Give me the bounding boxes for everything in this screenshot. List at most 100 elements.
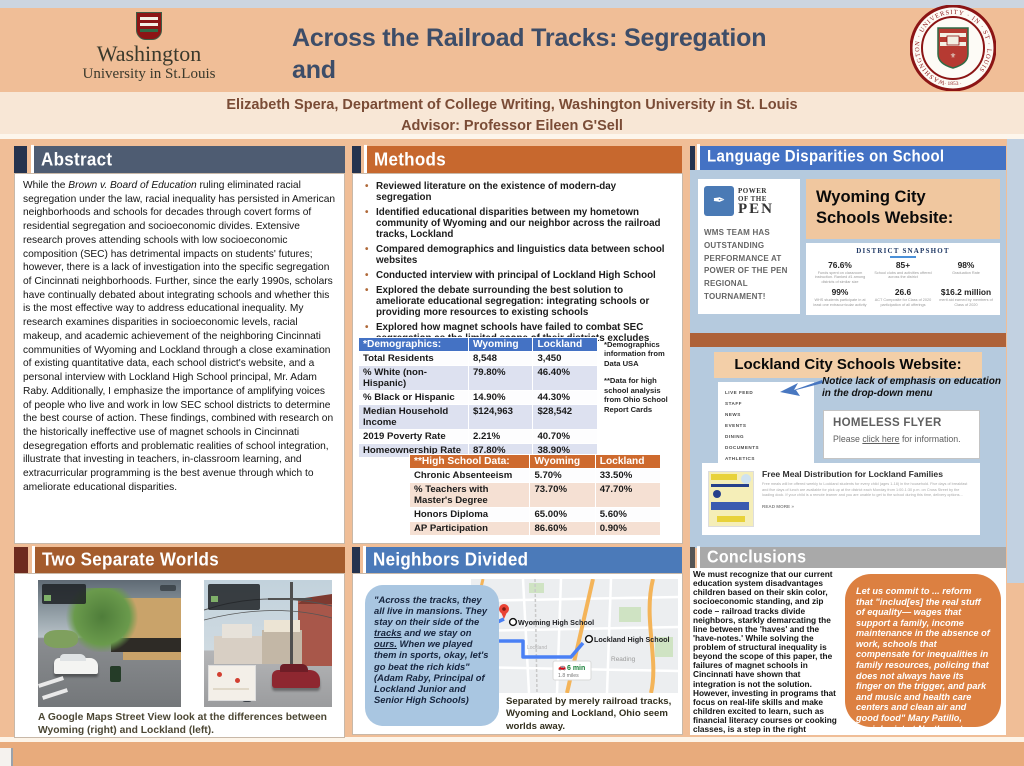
logo-wordmark-2: University in St.Louis xyxy=(82,66,216,82)
menu-item-documents[interactable]: DOCUMENTS xyxy=(725,445,760,450)
wyoming-website-heading-block: Wyoming City Schools Website: xyxy=(806,179,1000,239)
neighbors-body-card: 4 Wyoming High School Lockland High Scho… xyxy=(352,573,683,735)
lockland-website-heading: Lockland City Schools Website: xyxy=(734,356,962,373)
university-shield-icon xyxy=(136,12,162,40)
case-name-italic: Brown v. Board of Education xyxy=(68,180,197,191)
table-row: Median Household Income $124,963 $28,542 xyxy=(358,404,598,430)
snapshot-stat: 98% Graduation Rate xyxy=(952,259,980,275)
pen-logo-text1: POWER xyxy=(738,186,767,195)
note-demographics: *Demographics information from Data USA xyxy=(604,340,665,368)
table-row: AP Participation 86.60% 0.90% xyxy=(408,521,662,536)
table-row: Honors Diploma 65.00% 5.60% xyxy=(408,507,662,522)
flyer-click-here-link[interactable]: click here xyxy=(862,434,900,444)
highschool-table: **High School Data: Wyoming Lockland Chr… xyxy=(408,454,662,536)
neighbors-header: Neighbors Divided xyxy=(363,545,682,575)
svg-text:⚜: ⚜ xyxy=(950,52,956,60)
neighbors-caption: Separated by merely railroad tracks, Wyo… xyxy=(506,696,672,732)
menu-item-events[interactable]: EVENTS xyxy=(725,423,747,428)
arrow-icon xyxy=(780,380,823,396)
power-of-the-pen-icon: ✒ xyxy=(704,186,734,216)
wyoming-website-heading: Wyoming City Schools Website: xyxy=(816,188,954,228)
methods-body-card: Reviewed literature on the existence of … xyxy=(352,173,683,544)
map-inset xyxy=(208,665,256,701)
twoworlds-heading-label: Two Separate Worlds xyxy=(32,545,219,575)
conclusions-body-card: We must recognize that our current educa… xyxy=(690,568,1006,735)
route-time-box: 🚗 6 min 1.8 miles xyxy=(552,660,592,681)
streetview-label xyxy=(208,584,260,610)
homeless-flyer-title: HOMELESS FLYER xyxy=(833,417,942,429)
byline-advisor: Advisor: Professor Eileen G'Sell xyxy=(401,118,623,134)
conclusions-header: Conclusions xyxy=(697,546,1006,569)
map-label-reading: Reading xyxy=(611,656,636,663)
university-logo: Washington University in St.Louis xyxy=(44,12,254,90)
note-highschool: **Data for high school analysis from Ohi… xyxy=(604,376,668,414)
power-of-the-pen-card: ✒ POWER OF THE PEN WMS TEAM HAS OUTSTAND… xyxy=(698,179,800,314)
snapshot-stat: $16.2 million merit aid earned by members… xyxy=(939,286,993,307)
menu-item-athletics[interactable]: ATHLETICS xyxy=(725,456,755,461)
menu-item-staff[interactable]: STAFF xyxy=(725,401,742,406)
pen-logo-text3: PEN xyxy=(738,200,774,217)
methods-bullet: Reviewed literature on the existence of … xyxy=(365,181,674,204)
menu-item-dining[interactable]: DINING xyxy=(725,434,745,439)
table-row: % Black or Hispanic 14.90% 44.30% xyxy=(358,390,598,405)
abstract-text: While the Brown v. Board of Education ru… xyxy=(23,180,336,493)
demographics-table: *Demographics: Wyoming Lockland Total Re… xyxy=(358,337,598,458)
methods-heading-label: Methods xyxy=(364,144,446,175)
table-row: Total Residents 8,548 3,450 xyxy=(358,351,598,366)
underlined-word: ours. xyxy=(374,638,397,650)
lockland-website-heading-block: Lockland City Schools Website: xyxy=(714,352,982,378)
websites-accent-square xyxy=(690,146,695,170)
abstract-header: Abstract xyxy=(31,144,345,175)
route-map: 4 Wyoming High School Lockland High Scho… xyxy=(471,579,678,693)
streetview-label xyxy=(42,584,86,604)
streetview-image-lockland xyxy=(38,580,181,707)
methods-header: Methods xyxy=(364,144,682,175)
twoworlds-accent-square xyxy=(14,547,28,573)
map-label-lockland-area: Lockland xyxy=(527,645,547,651)
table-row: % White (non-Hispanic) 79.80% 46.40% xyxy=(358,365,598,391)
pen-logo-text2: OF THE xyxy=(738,194,767,203)
conclusions-text: We must recognize that our current educa… xyxy=(693,569,837,735)
header-divider xyxy=(0,134,1024,139)
snapshot-stat: 85+ School clubs and activities offered a… xyxy=(874,259,932,280)
conclusions-accent-square xyxy=(690,547,695,568)
byline-band: Elizabeth Spera, Department of College W… xyxy=(0,92,1024,134)
homeless-flyer-card: HOMELESS FLYER Please click here for inf… xyxy=(823,410,980,459)
poster-title-line1: Across the Railroad Tracks: Segregation … xyxy=(292,24,767,84)
meal-body: Free meals will be offered weekly to Loc… xyxy=(762,482,968,498)
district-snapshot-card: DISTRICT SNAPSHOT 76.6% Funds spent on cl… xyxy=(806,243,1000,315)
district-snapshot-title: DISTRICT SNAPSHOT xyxy=(856,247,950,255)
snapshot-stat: 99% WHS students participate in at least … xyxy=(813,286,867,307)
table-row: % Teachers with Master's Degree 73.70% 47.… xyxy=(408,482,662,508)
byline-author: Elizabeth Spera, Department of College W… xyxy=(226,97,798,113)
twoworlds-header: Two Separate Worlds xyxy=(32,545,345,575)
route-time-label: 6 min xyxy=(567,665,585,672)
methods-accent-square xyxy=(352,146,361,173)
pen-caption: WMS TEAM HAS OUTSTANDING PERFORMANCE AT … xyxy=(704,228,788,301)
websites-panel: ✒ POWER OF THE PEN WMS TEAM HAS OUTSTAND… xyxy=(690,170,1006,548)
snapshot-stat: 76.6% Funds spent on classroom instructio… xyxy=(814,259,866,285)
map-label-wyoming-hs: Wyoming High School xyxy=(518,618,594,627)
map-label-lockland-hs: Lockland High School xyxy=(594,635,669,644)
methods-bullet-list: Reviewed literature on the existence of … xyxy=(361,181,674,356)
meal-title: Free Meal Distribution for Lockland Fami… xyxy=(762,469,943,479)
free-meal-card: Free Meal Distribution for Lockland Fami… xyxy=(702,463,980,535)
seal-year: · 1853 · xyxy=(944,81,962,87)
menu-item-news[interactable]: NEWS xyxy=(725,412,741,417)
poster-right-edge-panel xyxy=(1007,137,1024,583)
section-divider-bar xyxy=(690,333,1006,347)
abstract-heading-label: Abstract xyxy=(31,144,112,175)
methods-bullet: Conducted interview with principal of Lo… xyxy=(365,270,674,282)
menu-note: Notice lack of emphasis on education in … xyxy=(822,376,1001,399)
lockland-dropdown-menu: LIVE FEED STAFF NEWS EVENTS DINING DOCUM… xyxy=(718,382,814,464)
poster-bottom-dark xyxy=(0,742,1024,766)
svg-text:🚗: 🚗 xyxy=(558,664,566,671)
meal-read-more-link[interactable]: READ MORE » xyxy=(762,504,794,510)
page-top-strip xyxy=(0,0,1024,8)
patillo-quote: Let us commit to ... reform that "includ… xyxy=(856,586,990,735)
websites-header: Language Disparities on School Websites xyxy=(697,144,1006,196)
streetview-image-wyoming xyxy=(204,580,332,707)
abstract-accent-square xyxy=(14,146,27,173)
neighbors-accent-square xyxy=(352,547,360,573)
menu-item-live-feed[interactable]: LIVE FEED xyxy=(725,390,754,395)
